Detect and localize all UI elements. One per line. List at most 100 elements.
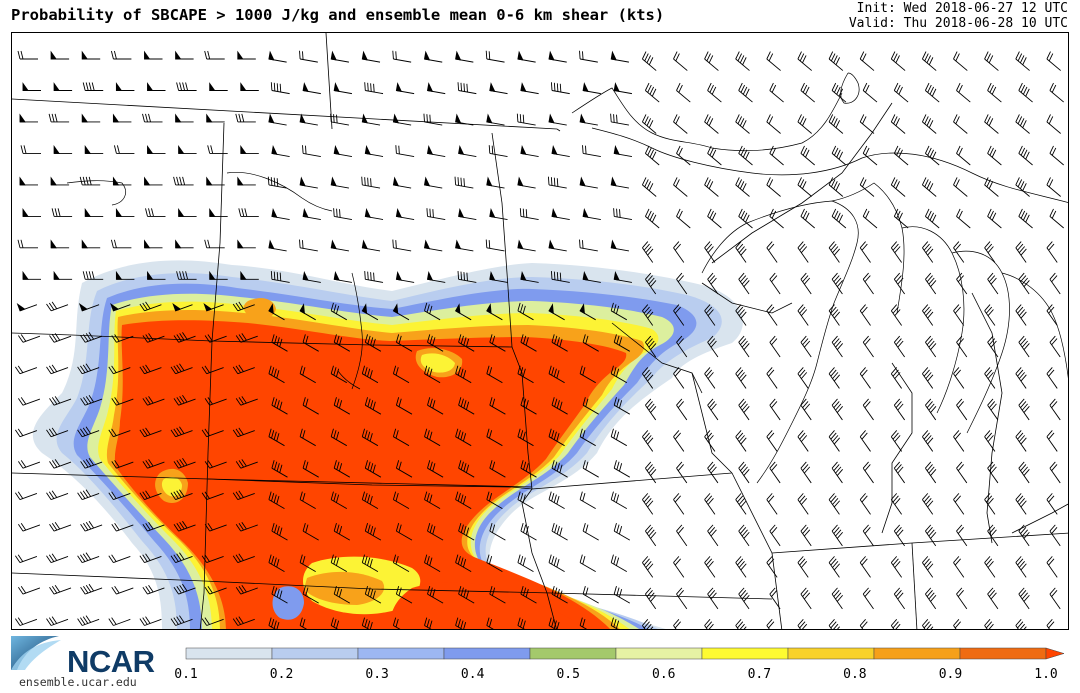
wind-barb [704,304,716,326]
wind-barb [333,270,353,283]
wind-barb [333,334,351,352]
wind-barb [361,239,381,252]
wind-barb [797,304,809,326]
wind-barb [235,459,258,469]
wind-barb [828,51,844,71]
wind-barb [953,367,965,389]
wind-barb [704,556,716,578]
wind-barb [201,617,224,626]
wind-barb [582,460,599,478]
wind-barb [204,50,225,60]
wind-barb [735,51,750,71]
wind-barb [330,239,350,252]
wind-barb [19,113,38,123]
wind-barb [392,428,410,447]
wind-barb [201,428,224,438]
wind-barb [800,335,812,358]
ensemble-url[interactable]: ensemble.ucar.edu [19,675,137,689]
wind-barb [53,144,73,154]
wind-barb [15,554,38,564]
wind-barb [455,554,472,572]
wind-barb [237,176,256,186]
wind-barb [676,272,688,295]
wind-barb [270,271,290,283]
wind-barb [1015,367,1027,389]
wind-barb [953,618,965,629]
wind-barb [610,617,628,629]
wind-barb [893,272,905,295]
wind-barb [49,459,72,469]
wind-barb [582,397,599,415]
init-time: Init: Wed 2018-06-27 12 UTC [856,1,1068,16]
wind-barb [330,113,350,126]
wind-barb [890,241,902,263]
wind-barb [46,616,69,626]
map-canvas [12,33,1068,629]
wind-barb [519,208,539,220]
wind-barb [984,51,999,71]
wind-barb [735,367,747,389]
wind-barb [831,335,844,358]
wind-barb [178,144,197,154]
wind-barb [642,304,654,326]
wind-barb [641,177,657,197]
wind-barb [676,461,688,484]
wind-barb [735,430,747,452]
wind-barb [232,616,255,626]
wind-barb [395,82,415,95]
wind-barb [924,82,940,103]
wind-barb [704,177,719,197]
wind-barb [797,430,809,452]
wind-barb [364,145,384,157]
wind-barb [361,365,379,384]
wind-barb [766,177,781,197]
wind-barb [769,82,784,103]
wind-barb [458,208,477,220]
colorbar-tick-label: 0.9 [938,667,963,682]
wind-barb [142,333,165,343]
wind-barb [893,208,909,229]
wind-barb [268,113,287,126]
wind-barb [582,334,599,352]
wind-barb [797,177,812,197]
wind-barb [18,460,41,469]
wind-barb [145,208,166,217]
wind-barb [797,114,812,134]
wind-barb [77,489,100,501]
wind-barb [831,82,847,103]
wind-barb [520,82,539,95]
wind-barb [81,50,101,60]
wind-barb [735,241,747,263]
wind-barb [828,430,841,452]
wind-barb [953,51,968,71]
state-border-line [691,372,733,474]
wind-barb [800,461,812,484]
wind-barb [489,523,506,541]
wind-barb [80,520,103,532]
wind-barb [831,398,844,421]
wind-barb [361,176,381,189]
wind-barb [890,114,906,134]
wind-barb [364,208,384,220]
wind-barb [488,145,508,157]
wind-barb [548,50,567,63]
colorbar-tick-label: 0.4 [460,667,485,682]
wind-barb [797,618,809,629]
coastline-line [951,250,1010,434]
colorbar-tick-label: 0.8 [843,667,867,682]
wind-barb [204,522,227,532]
wind-barb [330,617,348,629]
wind-barb [142,584,165,595]
wind-barb [240,270,259,280]
state-border-line [199,340,213,629]
wind-barb [738,335,750,358]
wind-barb [704,51,719,71]
wind-barb [704,493,716,515]
wind-barb [704,114,719,134]
colorbar-tick-label: 0.7 [747,667,772,682]
forecast-map[interactable] [11,32,1069,630]
wind-barb [831,208,847,229]
wind-barb [172,303,193,312]
wind-barb [333,460,351,478]
wind-barb [1015,114,1030,134]
